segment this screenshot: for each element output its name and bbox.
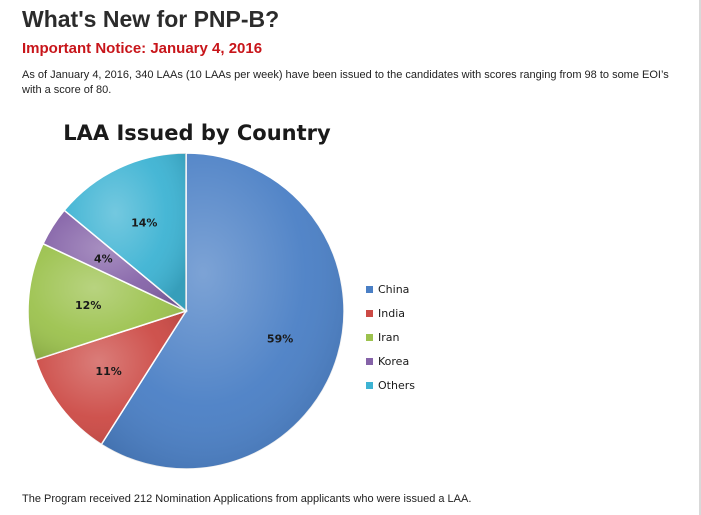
pie-slice-shade — [64, 153, 186, 311]
legend-swatch-korea — [366, 358, 373, 365]
legend-label-others: Others — [378, 379, 415, 392]
legend-label-india: India — [378, 307, 405, 320]
content-border — [699, 0, 701, 515]
legend-label-china: China — [378, 283, 409, 296]
slice-label-korea: 4% — [94, 253, 113, 266]
pie-slice-shade — [28, 243, 186, 360]
pie-slice-shade — [35, 311, 187, 445]
legend-swatch-others — [366, 382, 373, 389]
legend-label-korea: Korea — [378, 355, 409, 368]
slice-label-india: 11% — [95, 365, 121, 378]
intro-paragraph: As of January 4, 2016, 340 LAAs (10 LAAs… — [22, 69, 669, 96]
footer-paragraph: The Program received 212 Nomination Appl… — [22, 493, 472, 505]
chart-legend: China India Iran Korea Others — [366, 283, 415, 392]
pie-slice-shade — [43, 210, 186, 311]
pie-slice-shade — [101, 153, 345, 470]
pie-chart: LAA Issued by Country 59% 11% 12% 4% 14% Chi… — [27, 121, 415, 470]
important-notice: Important Notice: January 4, 2016 — [22, 40, 263, 57]
legend-label-iran: Iran — [378, 331, 400, 344]
page-heading: What's New for PNP-B? — [22, 6, 280, 32]
legend-swatch-china — [366, 286, 373, 293]
slice-label-others: 14% — [131, 216, 157, 229]
legend-swatch-india — [366, 310, 373, 317]
legend-swatch-iran — [366, 334, 373, 341]
slice-label-iran: 12% — [75, 299, 101, 312]
chart-title: LAA Issued by Country — [63, 121, 331, 145]
pie-slices — [27, 152, 345, 470]
pie-slice-labels: 59% 11% 12% 4% 14% — [75, 216, 293, 378]
slice-label-china: 59% — [267, 332, 293, 345]
